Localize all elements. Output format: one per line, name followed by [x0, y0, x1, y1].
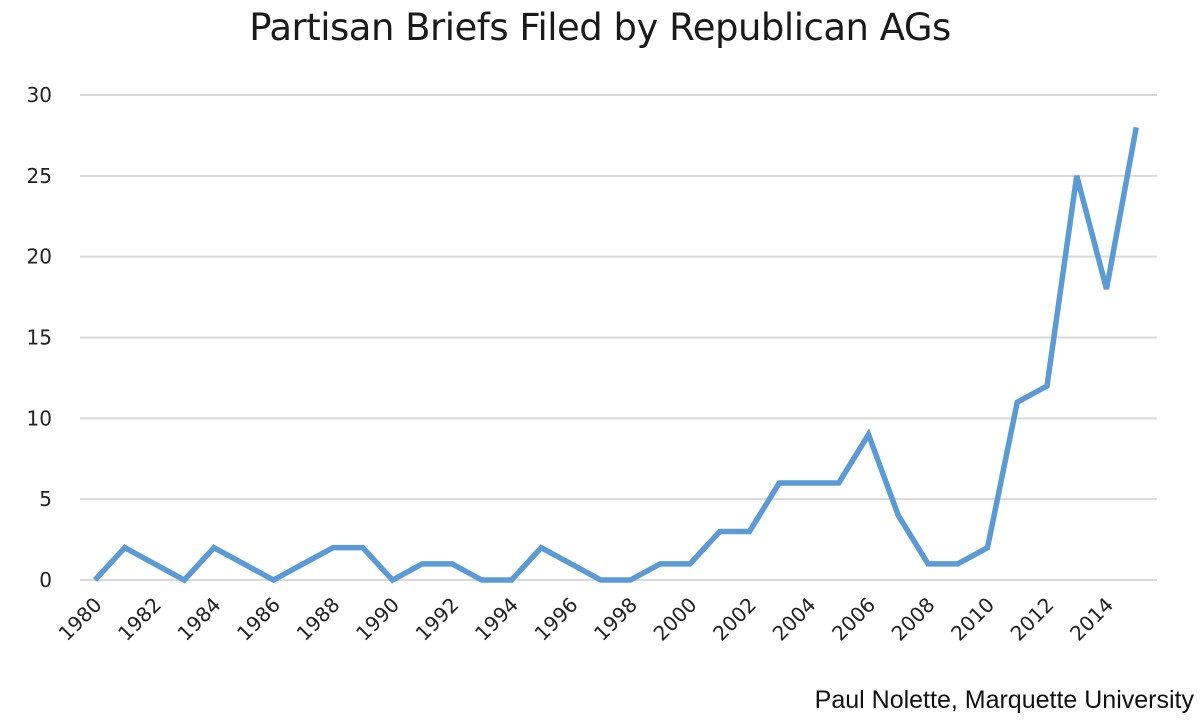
y-tick-label: 20	[27, 245, 52, 269]
y-tick-label: 10	[27, 406, 52, 430]
x-tick-label: 2014	[1065, 593, 1118, 646]
y-tick-label: 5	[39, 487, 52, 511]
x-tick-label: 1980	[54, 593, 107, 646]
series-line	[92, 126, 1139, 584]
x-tick-label: 1986	[232, 593, 285, 646]
x-tick-label: 2004	[768, 593, 821, 646]
x-tick-label: 1984	[173, 593, 226, 646]
y-tick-label: 15	[27, 326, 52, 350]
x-tick-label: 2012	[1006, 593, 1059, 646]
x-tick-label: 1998	[589, 593, 642, 646]
x-tick-label: 1996	[530, 593, 583, 646]
chart-title: Partisan Briefs Filed by Republican AGs	[249, 6, 951, 49]
y-tick-label: 25	[27, 164, 52, 188]
x-tick-label: 1992	[411, 593, 464, 646]
x-tick-label: 2000	[649, 593, 702, 646]
x-tick-label: 2010	[946, 593, 999, 646]
x-tick-label: 1990	[351, 593, 404, 646]
y-tick-label: 30	[27, 83, 52, 107]
x-tick-label: 2008	[887, 593, 940, 646]
x-tick-label: 1988	[292, 593, 345, 646]
x-tick-label: 2002	[708, 593, 761, 646]
x-tick-label: 1982	[113, 593, 166, 646]
x-tick-label: 1994	[470, 593, 523, 646]
source-credit: Paul Nolette, Marquette University	[814, 686, 1194, 714]
x-tick-label: 2006	[827, 593, 880, 646]
y-tick-label: 0	[39, 568, 52, 592]
